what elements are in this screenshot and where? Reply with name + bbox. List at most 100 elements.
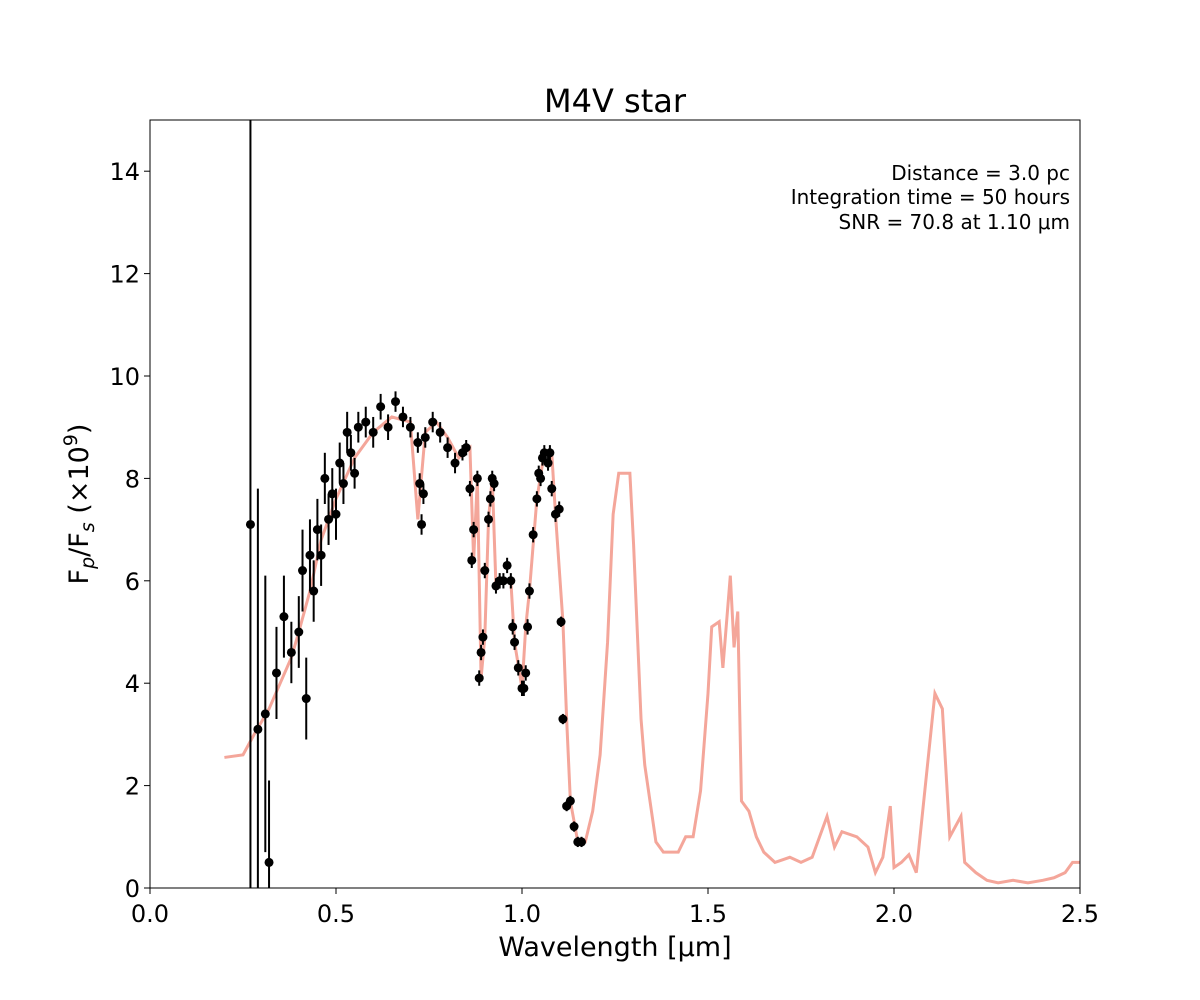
data-point — [301, 694, 311, 704]
y-axis-label: Fp/Fs (×109) — [60, 424, 99, 585]
data-point — [368, 427, 378, 437]
y-label-sup: 9 — [60, 434, 82, 446]
data-point — [502, 560, 512, 570]
y-tick-label: 8 — [125, 465, 140, 493]
x-tick-label: 2.0 — [875, 900, 913, 928]
data-point — [469, 525, 479, 535]
data-point — [312, 525, 322, 535]
data-point — [245, 519, 255, 529]
data-point — [554, 504, 564, 514]
data-point — [418, 489, 428, 499]
data-point — [480, 566, 490, 576]
data-point — [316, 550, 326, 560]
data-point — [264, 857, 274, 867]
data-point — [489, 479, 499, 489]
data-point — [484, 514, 494, 524]
axes-frame — [149, 119, 1081, 889]
data-point — [528, 530, 538, 540]
data-point — [524, 586, 534, 596]
data-point — [350, 468, 360, 478]
data-point — [260, 709, 270, 719]
annotation: Integration time = 50 hours — [791, 185, 1070, 209]
data-point — [461, 443, 471, 453]
data-point — [335, 458, 345, 468]
data-point — [391, 397, 401, 407]
y-label-part: /F — [64, 532, 95, 557]
data-point — [271, 668, 281, 678]
chart-title: M4V star — [544, 82, 687, 120]
data-point — [428, 417, 438, 427]
data-point — [298, 566, 308, 576]
data-point — [331, 509, 341, 519]
data-point — [279, 612, 289, 622]
annotation: SNR = 70.8 at 1.10 μm — [839, 210, 1070, 234]
data-point — [465, 484, 475, 494]
data-point — [543, 458, 553, 468]
y-tick-label: 2 — [125, 773, 140, 801]
data-point — [361, 417, 371, 427]
plot-area — [224, 120, 1080, 888]
data-point — [324, 514, 334, 524]
data-point — [435, 427, 445, 437]
data-point — [472, 473, 482, 483]
data-point — [294, 627, 304, 637]
data-point — [532, 494, 542, 504]
data-point — [286, 647, 296, 657]
data-point — [383, 422, 393, 432]
data-point — [413, 438, 423, 448]
y-tick-label: 14 — [109, 158, 140, 186]
data-point — [420, 432, 430, 442]
x-tick-label: 1.0 — [503, 900, 541, 928]
data-point — [342, 427, 352, 437]
y-tick-label: 4 — [125, 670, 140, 698]
y-tick-label: 12 — [109, 261, 140, 289]
x-axis-label: Wavelength [μm] — [498, 932, 731, 963]
y-label-sub: s — [77, 522, 99, 532]
data-point — [556, 617, 566, 627]
data-point — [510, 637, 520, 647]
data-point — [521, 668, 531, 678]
y-label-part: (×10 — [64, 446, 95, 522]
data-point — [338, 479, 348, 489]
data-point — [474, 673, 484, 683]
annotation: Distance = 3.0 pc — [891, 161, 1070, 185]
data-point — [253, 724, 263, 734]
data-point — [405, 422, 415, 432]
data-point — [476, 647, 486, 657]
data-point — [305, 550, 315, 560]
data-point — [320, 473, 330, 483]
data-point — [506, 576, 516, 586]
data-point — [547, 484, 557, 494]
x-tick-label: 2.5 — [1061, 900, 1099, 928]
data-point — [415, 479, 425, 489]
data-point — [443, 443, 453, 453]
y-label-sub: p — [77, 557, 99, 570]
data-point — [508, 622, 518, 632]
data-point — [565, 796, 575, 806]
y-label-part: ) — [64, 424, 95, 435]
x-tick-label: 1.5 — [689, 900, 727, 928]
data-point — [523, 622, 533, 632]
data-point — [309, 586, 319, 596]
data-point — [545, 448, 555, 458]
data-point — [569, 822, 579, 832]
y-tick-label: 0 — [125, 875, 140, 903]
y-tick-label: 6 — [125, 568, 140, 596]
data-point — [513, 663, 523, 673]
data-point — [376, 402, 386, 412]
data-point — [558, 714, 568, 724]
data-point — [536, 473, 546, 483]
data-point — [485, 494, 495, 504]
data-point — [417, 519, 427, 529]
data-point — [450, 458, 460, 468]
y-tick-label: 10 — [109, 363, 140, 391]
data-point — [498, 576, 508, 586]
data-point — [327, 489, 337, 499]
data-point — [577, 837, 587, 847]
data-point — [467, 555, 477, 565]
data-point — [353, 422, 363, 432]
x-tick-label: 0.0 — [131, 900, 169, 928]
x-tick-label: 0.5 — [317, 900, 355, 928]
data-point — [398, 412, 408, 422]
